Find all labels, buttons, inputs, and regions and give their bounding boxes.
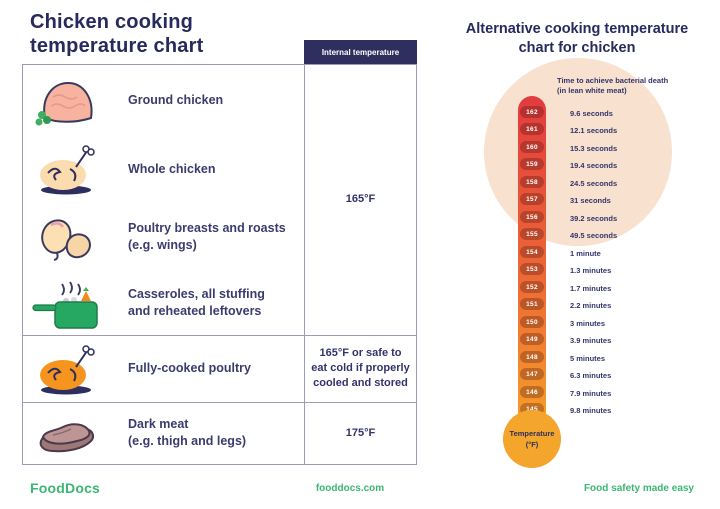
time-label: 5 minutes [570,354,606,363]
temp-badge: 161 [520,123,544,135]
food-label: Ground chicken [128,92,224,107]
temp-badge: 162 [520,106,544,118]
temp-badge: 152 [520,281,544,293]
time-label: 9.8 minutes [570,406,612,415]
casserole-icon [24,275,110,331]
food-label: Poultry breasts and roasts (e.g. wings) [128,220,286,252]
temp-badge: 151 [520,298,544,310]
time-label: 31 seconds [570,196,611,205]
time-label: 2.2 minutes [570,301,612,310]
time-label: 3 minutes [570,319,606,328]
time-label: 1.3 minutes [570,266,612,275]
table-row: Dark meat (e.g. thigh and legs) [24,402,302,464]
time-label: 15.3 seconds [570,144,618,153]
temp-badge: 146 [520,386,544,398]
time-label: 19.4 seconds [570,161,618,170]
food-label: Fully-cooked poultry [128,361,251,375]
internal-temperature-header-label: Internal temperature [321,47,400,57]
temp-badge: 154 [520,246,544,258]
fooddocs-logo: FoodDocs [30,480,101,496]
temp-badge: 148 [520,351,544,363]
table-column-divider [304,64,305,465]
time-label: 1 minute [570,249,601,258]
temp-badge: 147 [520,368,544,380]
whole-chicken-icon [24,141,110,197]
time-label: 39.2 seconds [570,214,618,223]
therm-subtitle: Time to achieve bacterial death (in lean… [557,76,669,95]
time-label: 12.1 seconds [570,126,618,135]
table-row: Casseroles, all stuffing and reheated le… [24,270,302,335]
fully-cooked-poultry-icon [24,341,110,397]
food-table-frame [22,64,417,465]
footer-website: fooddocs.com [315,483,385,494]
time-label: 24.5 seconds [570,179,618,188]
temp-badge: 149 [520,333,544,345]
ground-chicken-icon [24,73,110,127]
table-divider [22,402,417,403]
food-label: Casseroles, all stuffing and reheated le… [128,286,265,318]
temp-cell-fully-cooked: 165°F or safe to eat cold if properly co… [311,347,410,389]
internal-temperature-header: Internal temperature [304,40,417,64]
time-label: 3.9 minutes [570,336,612,345]
temp-badge: 155 [520,228,544,240]
temp-badge: 159 [520,158,544,170]
temp-badge: 157 [520,193,544,205]
table-row: Ground chicken [24,65,302,135]
temp-badge: 160 [520,141,544,153]
time-label: 9.6 seconds [570,109,613,118]
temp-cell-merged: 165°F [345,193,376,205]
time-label: 49.5 seconds [570,231,618,240]
temp-badge: 153 [520,263,544,275]
thermometer-bulb: Temperature (°F) [503,410,561,468]
temp-badge: 156 [520,211,544,223]
background-circle [484,58,672,246]
page-title: Chicken cooking temperature chart [30,11,204,57]
thermometer-tube: 162 161 160 159 158 157 156 155 154 153 … [518,96,546,430]
time-label: 7.9 minutes [570,389,612,398]
alt-chart-title: Alternative cooking temperature chart fo… [465,21,689,56]
bulb-label: Temperature (°F) [509,429,555,449]
table-row: Fully-cooked poultry [24,335,302,402]
food-label: Whole chicken [128,161,216,176]
food-label: Dark meat (e.g. thigh and legs) [128,417,247,448]
dark-meat-icon [24,407,110,459]
footer-tagline: Food safety made easy [583,483,694,494]
poultry-breasts-icon [24,209,110,265]
time-label: 6.3 minutes [570,371,612,380]
table-row: Whole chicken [24,135,302,203]
temp-badge: 158 [520,176,544,188]
temp-cell-dark-meat: 175°F [345,427,376,439]
table-row: Poultry breasts and roasts (e.g. wings) [24,203,302,270]
table-divider [22,335,417,336]
temp-badge: 150 [520,316,544,328]
time-label: 1.7 minutes [570,284,612,293]
